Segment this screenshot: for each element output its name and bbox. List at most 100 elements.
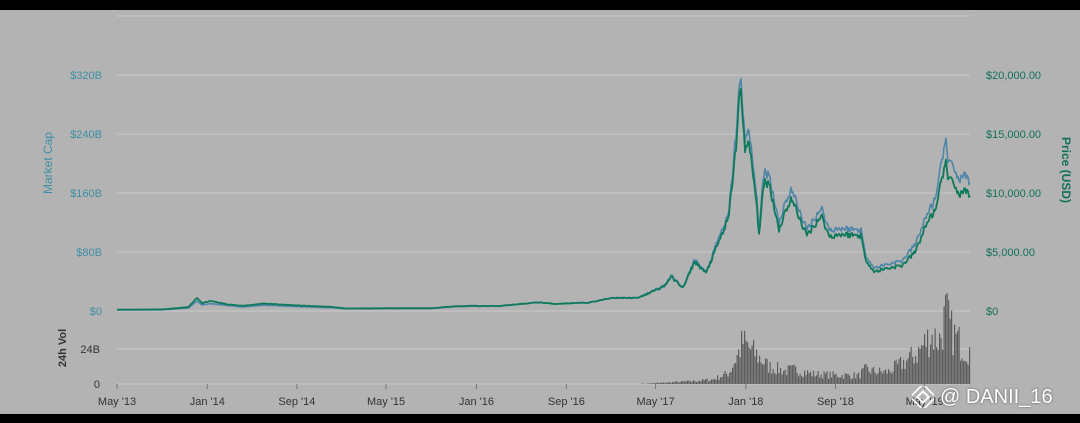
volume-bar	[718, 379, 720, 384]
volume-bar	[831, 377, 833, 384]
right-tick-label: $10,000.00	[986, 188, 1041, 200]
axes: Market Cap Price (USD) 24h Vol $0 $80B $16…	[41, 70, 1073, 408]
volume-bar	[954, 324, 956, 384]
left-tick-label: $160B	[70, 188, 102, 200]
volume-bar	[664, 382, 666, 384]
volume-bar	[901, 369, 903, 384]
watermark-text: @ DANII_16	[940, 385, 1053, 408]
volume-bar	[942, 349, 944, 384]
volume-bar	[742, 344, 744, 384]
volume-bar	[666, 382, 668, 384]
volume-bar	[702, 378, 704, 384]
volume-bar	[895, 359, 897, 384]
volume-bar	[946, 292, 948, 384]
volume-bar	[949, 318, 951, 384]
volume-bar	[753, 339, 755, 384]
volume-bar	[883, 370, 885, 384]
volume-bar	[957, 331, 959, 384]
volume-bar	[699, 380, 701, 384]
volume-bar	[757, 362, 759, 384]
volume-bar	[729, 373, 731, 384]
volume-bar	[819, 377, 821, 384]
volume-bar	[669, 382, 671, 384]
volume-bar	[778, 372, 780, 384]
volume-bar	[736, 355, 738, 384]
volume-bar	[916, 362, 918, 384]
volume-bar	[886, 373, 888, 384]
volume-bar	[936, 347, 938, 384]
volume-bar	[871, 368, 873, 384]
volume-bar	[844, 373, 846, 384]
price-line	[116, 87, 971, 311]
volume-bar	[676, 381, 678, 384]
volume-bar	[784, 369, 786, 384]
volume-bar	[807, 370, 809, 384]
volume-bar	[900, 357, 902, 384]
volume-bar	[825, 373, 827, 384]
volume-bar	[913, 363, 915, 384]
volume-bar	[744, 330, 746, 384]
volume-bar	[750, 349, 752, 384]
volume-bar	[961, 358, 963, 384]
volume-axis-title: 24h Vol	[57, 329, 69, 367]
volume-bar	[822, 378, 824, 384]
volume-bar	[768, 372, 770, 384]
volume-bar	[859, 378, 861, 384]
volume-bar	[966, 361, 968, 384]
volume-bar	[864, 364, 866, 384]
volume-bar	[874, 372, 876, 384]
volume-bar	[661, 382, 663, 384]
volume-bar	[777, 362, 779, 384]
volume-bar	[691, 381, 693, 384]
volume-bar	[795, 366, 797, 384]
volume-bar	[919, 349, 921, 384]
volume-bar	[811, 376, 813, 384]
volume-bar	[834, 374, 836, 384]
volume-bar	[693, 380, 695, 384]
binance-diamond-icon	[912, 386, 934, 408]
volume-bar	[921, 345, 923, 384]
volume-bar	[801, 376, 803, 384]
volume-bar	[774, 373, 776, 384]
volume-bar	[730, 371, 732, 384]
volume-bar	[759, 355, 761, 384]
volume-bar	[687, 380, 689, 384]
volume-bar	[927, 329, 929, 384]
volume-bar	[706, 378, 708, 384]
volume-bar	[910, 346, 912, 384]
volume-bar	[891, 373, 893, 384]
right-tick-label: $0	[986, 306, 998, 318]
volume-bar	[763, 364, 765, 384]
left-tick-label: $320B	[70, 70, 102, 82]
left-axis-title: Market Cap	[41, 132, 55, 194]
volume-bar	[673, 382, 675, 384]
letterbox-top	[0, 0, 1080, 10]
right-tick-label: $15,000.00	[986, 129, 1041, 141]
volume-bar	[915, 355, 917, 384]
volume-bar	[802, 377, 804, 384]
volume-bar	[829, 371, 831, 384]
volume-bar	[960, 360, 962, 384]
volume-bar	[694, 381, 696, 384]
volume-bar	[747, 342, 749, 384]
volume-bar	[700, 381, 702, 384]
volume-bar	[861, 369, 863, 384]
volume-tick-label: 0	[94, 379, 100, 391]
volume-bar	[879, 367, 881, 384]
volume-bar	[775, 374, 777, 384]
volume-bar	[826, 371, 828, 384]
volume-bar	[867, 366, 869, 384]
volume-bar	[651, 383, 653, 384]
volume-bar	[672, 381, 674, 384]
volume-bar	[646, 383, 648, 384]
volume-bar	[841, 374, 843, 384]
volume-bar	[705, 379, 707, 384]
volume-bar	[885, 369, 887, 384]
volume-bar	[889, 371, 891, 384]
letterbox-bottom	[0, 414, 1080, 423]
volume-bar	[720, 377, 722, 384]
volume-bar	[738, 349, 740, 384]
volume-bar	[820, 374, 822, 384]
volume-bar	[904, 368, 906, 384]
volume-bar	[756, 349, 758, 384]
